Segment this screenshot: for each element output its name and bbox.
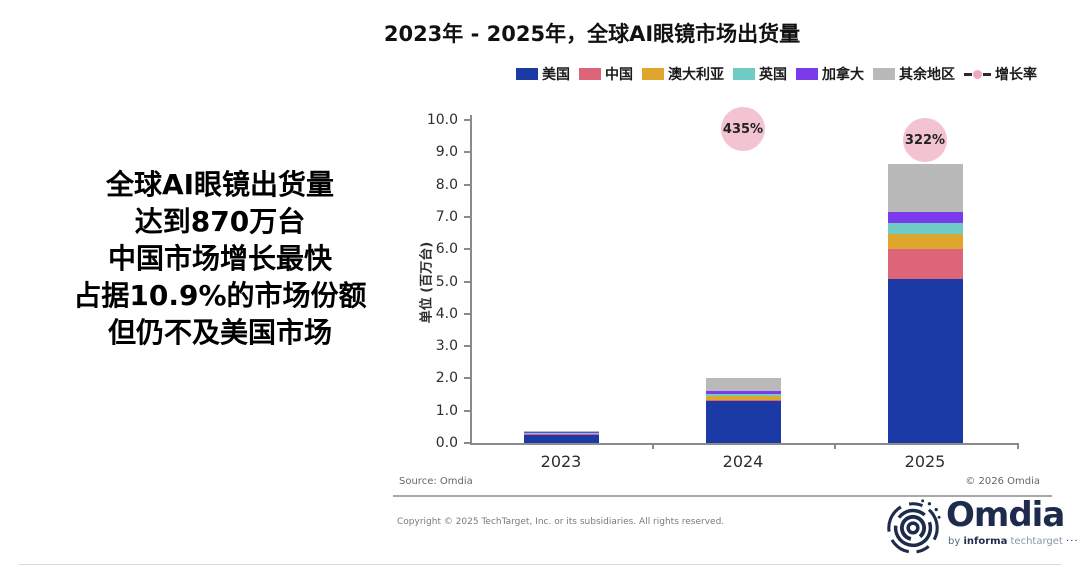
- x-tick-label: 2024: [722, 452, 764, 471]
- omdia-wordmark: Omdia: [946, 495, 1065, 535]
- legend-line-dot-icon: [964, 69, 991, 79]
- bar-2025-其余地区: [887, 164, 963, 213]
- legend-item-其余地区: 其余地区: [873, 64, 955, 84]
- omdia-rings-icon: [887, 499, 941, 554]
- legend-swatch-icon: [516, 68, 538, 80]
- legend-label: 其余地区: [899, 67, 955, 83]
- legend-marker-part: [973, 69, 982, 79]
- bar-2025-英国: [887, 223, 963, 235]
- highlight-line-2: 达到870万台: [134, 205, 306, 238]
- y-tick-label: 4.0: [435, 305, 458, 322]
- legend-item-美国: 美国: [516, 64, 570, 84]
- legend-label: 中国: [605, 67, 633, 83]
- y-axis-tick: [464, 280, 470, 283]
- y-tick-label: 8.0: [435, 176, 458, 193]
- bar-2024-其余地区: [705, 378, 781, 391]
- y-tick-label: 6.0: [435, 241, 458, 258]
- y-tick-label: 7.0: [435, 208, 458, 225]
- y-axis-tick: [464, 312, 470, 315]
- chart-title: 2023年 - 2025年，全球AI眼镜市场出货量: [383, 22, 801, 46]
- bar-2024-英国: [705, 393, 781, 397]
- legend-swatch-icon: [796, 68, 818, 80]
- x-axis-line: [470, 443, 1019, 445]
- y-axis-tick: [464, 119, 470, 121]
- x-axis-tick: [1017, 443, 1019, 449]
- y-axis-tick: [464, 183, 470, 186]
- legend-label: 美国: [542, 67, 570, 83]
- y-axis-tick: [464, 151, 470, 154]
- y-tick-label: 0.0: [435, 435, 458, 451]
- highlight-line-3: 中国市场增长最快: [107, 242, 332, 275]
- legend-label: 澳大利亚: [668, 67, 724, 83]
- y-tick-label: 10.0: [426, 112, 458, 128]
- y-axis-tick: [464, 215, 470, 218]
- bar-2023-其余地区: [523, 431, 599, 433]
- x-tick-label: 2023: [540, 452, 582, 471]
- bar-2023-美国: [523, 433, 599, 443]
- omdia-tagline: by informa techtarget ···: [948, 536, 1079, 547]
- bottom-divider: [18, 564, 1062, 565]
- y-tick-label: 2.0: [435, 370, 458, 387]
- bar-2023-加拿大: [523, 432, 599, 433]
- bar-2025-美国: [887, 279, 963, 443]
- y-axis-tick: [464, 345, 470, 348]
- x-tick-label: 2025: [904, 452, 946, 471]
- tagline-techtarget: techtarget: [1010, 536, 1063, 547]
- legend-swatch-icon: [579, 68, 601, 80]
- bar-2025-澳大利亚: [887, 234, 963, 249]
- x-axis-tick: [652, 443, 654, 449]
- y-axis-title: 单位 (百万台): [419, 241, 435, 323]
- highlight-line-5: 但仍不及美国市场: [107, 316, 332, 349]
- highlight-line-4: 占据10.9%的市场份额: [73, 279, 367, 312]
- legend-item-英国: 英国: [733, 64, 787, 84]
- omdia-logo: Omdia by informa techtarget ···: [884, 495, 1078, 555]
- bar-2024-中国: [705, 400, 781, 401]
- y-axis-line: [470, 115, 472, 445]
- y-axis-tick: [464, 377, 470, 380]
- legend-item-增长率: 增长率: [964, 64, 1037, 84]
- legend-swatch-icon: [873, 68, 895, 80]
- y-tick-label: 3.0: [435, 338, 458, 355]
- legend-label: 增长率: [995, 67, 1037, 83]
- growth-bubble: 435%: [721, 107, 765, 151]
- y-tick-label: 1.0: [435, 402, 458, 419]
- tagline-by: by: [948, 536, 961, 547]
- bar-2024-美国: [705, 401, 781, 443]
- bar-2024-澳大利亚: [705, 396, 781, 401]
- chart-footer-divider: [393, 495, 1052, 497]
- chart-copyright: © 2026 Omdia: [965, 476, 1040, 487]
- legend-swatch-icon: [733, 68, 755, 80]
- x-axis-tick: [834, 443, 836, 449]
- bar-2025-中国: [887, 248, 963, 280]
- bar-2024-加拿大: [705, 390, 781, 394]
- legend-item-加拿大: 加拿大: [796, 64, 864, 84]
- y-axis-tick: [464, 442, 470, 444]
- y-axis-tick: [464, 248, 470, 251]
- legend-label: 英国: [759, 67, 787, 83]
- legend-item-中国: 中国: [579, 64, 633, 84]
- footer-copyright: Copyright © 2025 TechTarget, Inc. or its…: [397, 517, 725, 527]
- growth-bubble: 322%: [903, 118, 947, 162]
- legend-label: 加拿大: [822, 67, 864, 83]
- tagline-dots: ···: [1066, 536, 1079, 547]
- chart-legend: 美国 中国 澳大利亚 英国 加拿大 其余地区 增长率: [516, 64, 1037, 84]
- y-axis-tick: [464, 409, 470, 412]
- legend-item-澳大利亚: 澳大利亚: [642, 64, 724, 84]
- source-note: Source: Omdia: [399, 476, 473, 487]
- highlight-text-block: 全球AI眼镜出货量 达到870万台 中国市场增长最快 占据10.9%的市场份额 …: [36, 166, 404, 351]
- highlight-line-1: 全球AI眼镜出货量: [105, 168, 335, 201]
- tagline-informa: informa: [963, 536, 1008, 547]
- legend-swatch-icon: [642, 68, 664, 80]
- legend-marker-part: [964, 72, 972, 76]
- y-tick-label: 9.0: [435, 144, 458, 161]
- bar-2025-加拿大: [887, 212, 963, 224]
- y-tick-label: 5.0: [435, 273, 458, 290]
- legend-marker-part: [983, 72, 991, 76]
